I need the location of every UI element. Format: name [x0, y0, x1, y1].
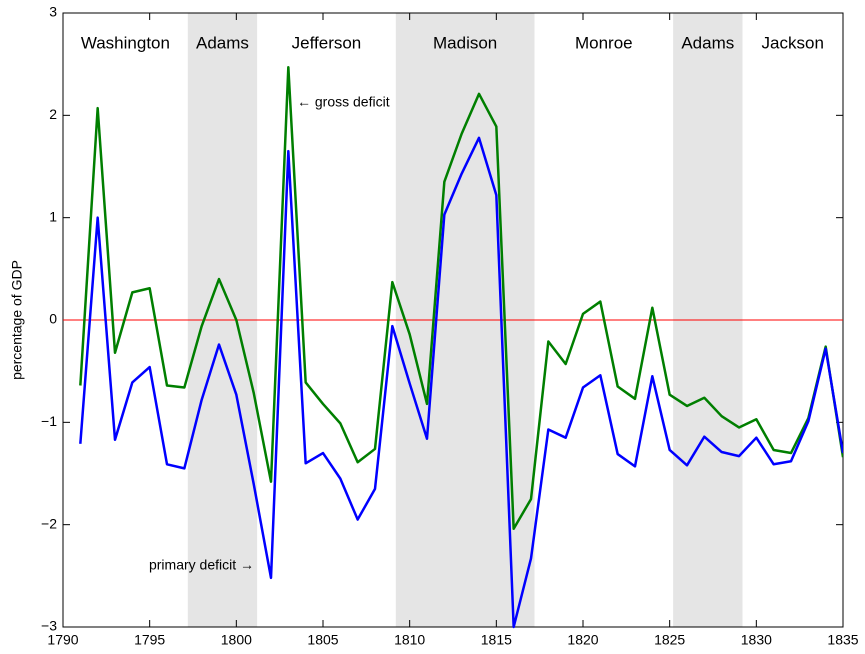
y-tick-label: 3 — [49, 4, 57, 20]
term-name: Monroe — [575, 33, 633, 52]
x-tick-label: 1805 — [307, 632, 338, 648]
series-line — [79, 65, 843, 531]
x-tick-label: 1795 — [134, 632, 165, 648]
y-tick-label: 2 — [49, 106, 57, 122]
y-tick-label: −1 — [41, 413, 57, 429]
x-tick-label: 1835 — [827, 632, 858, 648]
y-axis-label: percentage of GDP — [9, 260, 25, 380]
y-tick-label: 0 — [49, 311, 57, 327]
term-name: Jefferson — [292, 33, 362, 52]
x-tick-label: 1820 — [567, 632, 598, 648]
term-name: Washington — [81, 33, 170, 52]
term-name: Adams — [681, 33, 734, 52]
series-line — [79, 136, 843, 629]
y-tick-label: 1 — [49, 208, 57, 224]
x-tick-label: 1800 — [221, 632, 252, 648]
x-tick-label: 1830 — [741, 632, 772, 648]
term-name: Madison — [433, 33, 497, 52]
x-tick-label: 1815 — [481, 632, 512, 648]
term-name: Adams — [196, 33, 249, 52]
annotation: primary deficit → — [149, 557, 254, 573]
annotation: ← gross deficit — [297, 94, 390, 110]
y-tick-label: −3 — [41, 618, 57, 634]
term-name: Jackson — [762, 33, 824, 52]
x-tick-label: 1810 — [394, 632, 425, 648]
y-tick-label: −2 — [41, 515, 57, 531]
x-tick-label: 1790 — [47, 632, 78, 648]
x-tick-label: 1825 — [654, 632, 685, 648]
